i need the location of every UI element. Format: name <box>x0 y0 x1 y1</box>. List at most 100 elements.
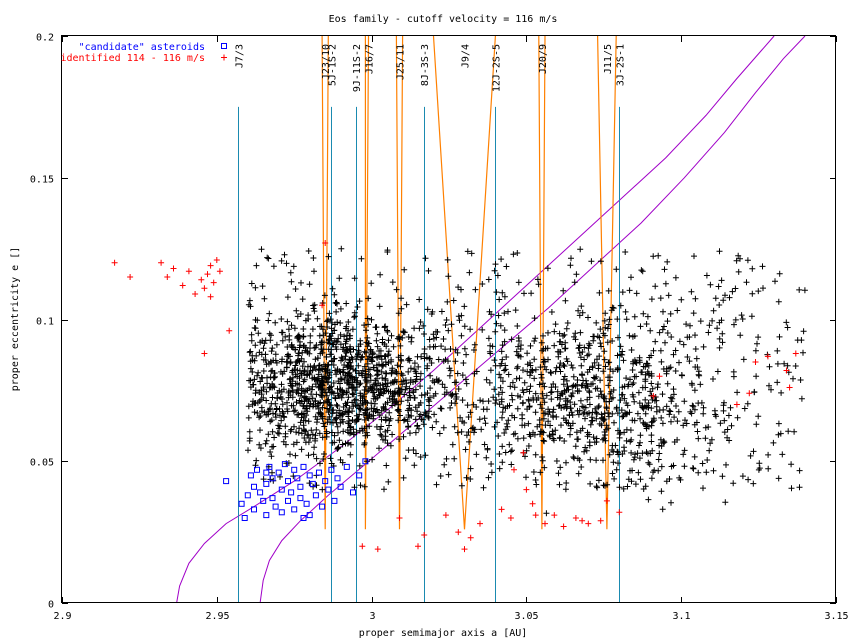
family-point <box>514 435 521 442</box>
family-point <box>661 266 668 273</box>
family-point <box>640 310 647 317</box>
family-point <box>471 429 477 436</box>
family-point <box>301 376 308 383</box>
family-point <box>407 377 414 383</box>
family-point <box>737 332 744 339</box>
family-point <box>442 322 449 328</box>
family-point <box>619 351 626 358</box>
family-point <box>570 373 577 380</box>
family-point <box>265 411 271 418</box>
family-point <box>359 428 366 434</box>
family-point <box>451 423 458 430</box>
family-point <box>420 421 427 428</box>
family-point <box>689 465 696 471</box>
family-point <box>387 415 394 422</box>
family-point <box>269 367 276 374</box>
family-point <box>784 324 791 331</box>
family-point <box>334 423 341 430</box>
family-point <box>458 428 465 435</box>
family-point <box>430 343 437 350</box>
family-point <box>615 427 621 434</box>
family-point <box>312 435 319 442</box>
family-point <box>639 450 646 457</box>
family-point <box>445 327 452 334</box>
family-point <box>268 417 275 424</box>
candidate-point <box>251 506 257 513</box>
family-point <box>485 474 492 481</box>
family-point <box>351 275 358 282</box>
family-point <box>247 377 254 384</box>
family-point <box>540 415 547 422</box>
family-point <box>530 395 537 401</box>
family-point <box>538 405 545 412</box>
family-point <box>278 358 285 365</box>
family-point <box>631 333 638 339</box>
family-point <box>614 448 621 455</box>
family-point <box>346 405 353 411</box>
family-point <box>589 363 596 370</box>
family-point <box>597 377 604 384</box>
family-point <box>286 336 293 343</box>
family-point <box>493 397 500 403</box>
family-point <box>609 470 616 477</box>
family-point <box>541 438 548 445</box>
family-point <box>733 257 740 264</box>
family-point <box>513 348 520 355</box>
family-point <box>579 349 586 355</box>
family-point <box>577 329 584 336</box>
family-point <box>288 322 295 329</box>
family-point <box>319 486 326 493</box>
family-point <box>631 373 638 380</box>
resonance-wedge-3 <box>395 35 404 530</box>
family-point <box>293 307 300 314</box>
family-point <box>660 366 667 372</box>
family-point <box>382 323 389 330</box>
family-point <box>788 461 795 468</box>
family-point <box>618 407 625 414</box>
family-point <box>310 255 317 261</box>
family-point <box>503 263 510 270</box>
family-point <box>400 474 407 481</box>
family-point <box>347 332 354 339</box>
family-point <box>514 323 521 329</box>
identified-point <box>374 546 381 553</box>
family-point <box>466 269 473 276</box>
family-point <box>376 348 383 354</box>
family-point <box>286 376 293 383</box>
family-point <box>695 435 702 442</box>
family-point <box>362 383 369 390</box>
family-point <box>788 485 795 492</box>
family-point <box>608 395 615 402</box>
family-point <box>681 398 688 405</box>
family-point <box>657 347 664 354</box>
family-point <box>628 436 635 443</box>
family-point <box>605 409 612 416</box>
family-point <box>645 459 652 466</box>
family-point <box>480 398 486 405</box>
family-point <box>412 368 419 375</box>
family-point <box>640 405 647 412</box>
family-point <box>473 451 480 458</box>
family-point <box>537 469 544 476</box>
family-point <box>357 406 364 413</box>
candidate-point <box>362 458 369 465</box>
family-point <box>617 343 624 350</box>
family-point <box>668 398 675 405</box>
family-point <box>483 454 490 461</box>
family-point <box>268 332 274 339</box>
family-point <box>267 418 274 425</box>
family-point <box>363 374 370 381</box>
family-point <box>339 391 346 398</box>
family-point <box>644 360 651 367</box>
family-point <box>330 362 337 368</box>
family-point <box>561 387 568 394</box>
family-point <box>431 411 438 418</box>
family-point <box>401 416 408 423</box>
family-point <box>505 417 512 424</box>
family-point <box>389 431 396 438</box>
family-point <box>383 462 390 469</box>
family-point <box>458 312 465 319</box>
identified-point <box>746 390 753 397</box>
family-point <box>345 385 352 392</box>
family-point <box>334 385 341 392</box>
